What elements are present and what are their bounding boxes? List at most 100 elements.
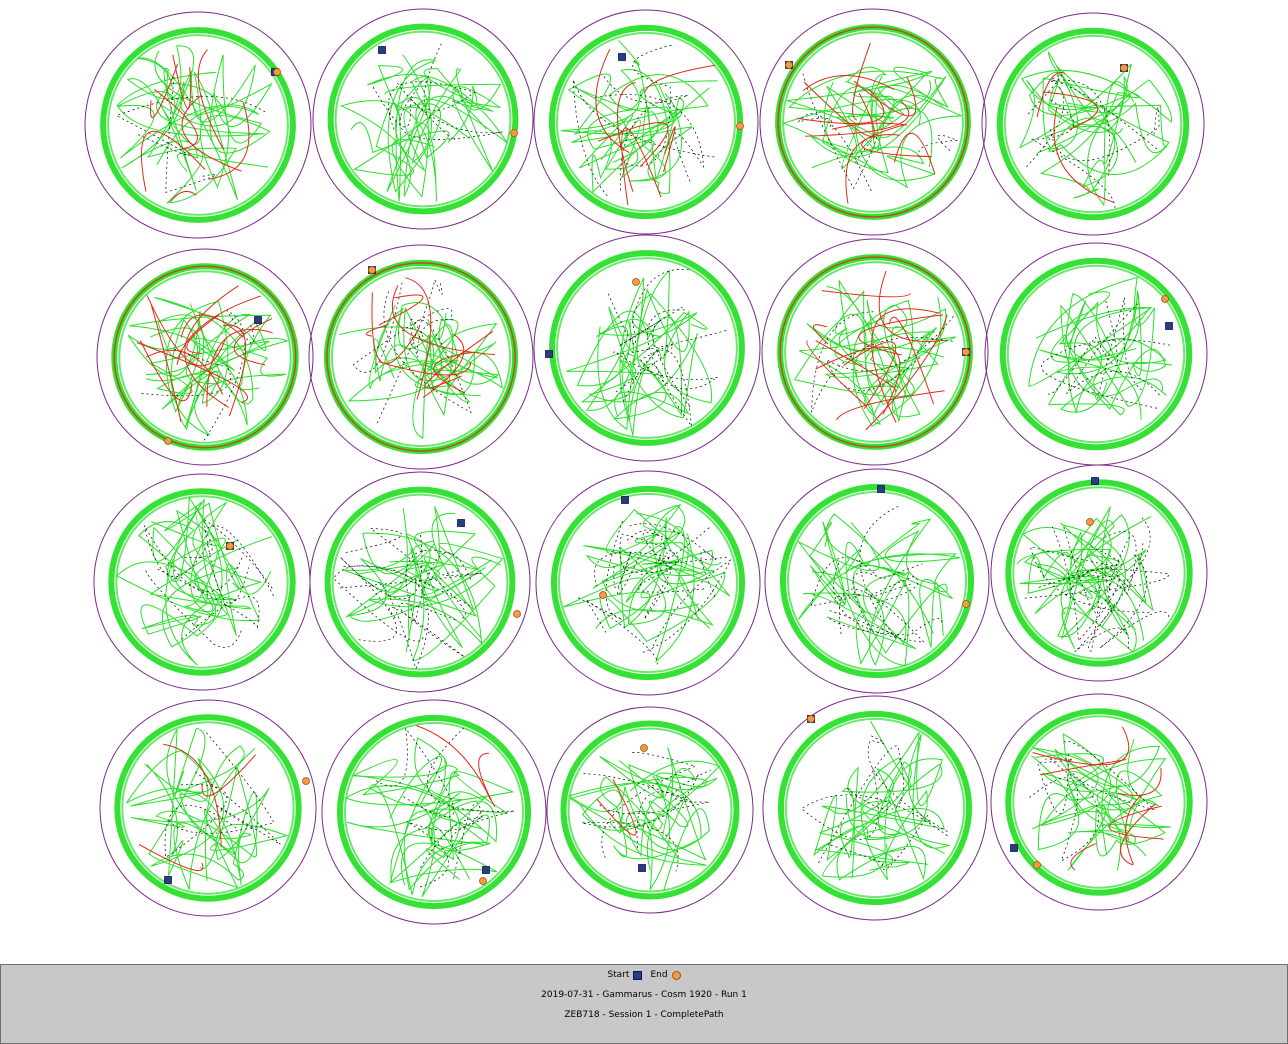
arena-A3: [533, 9, 759, 235]
wall-track-inner: [343, 721, 525, 903]
fast-path: [181, 94, 242, 172]
stop-path: [585, 599, 658, 667]
end-marker: [1120, 64, 1128, 72]
wall-track-inner: [557, 492, 739, 674]
track-path: [137, 57, 273, 201]
wall-track: [996, 27, 1190, 221]
fast-path: [598, 122, 669, 168]
fast-path: [644, 64, 716, 93]
fast-path: [861, 124, 932, 158]
arena-outline: [984, 242, 1208, 466]
arena-C1: [93, 473, 311, 691]
fast-path: [197, 49, 225, 150]
arena-D2: [321, 699, 547, 925]
arena-A1: [84, 11, 312, 239]
start-marker: [877, 485, 885, 493]
fast-path: [1108, 805, 1164, 840]
stop-path: [340, 565, 429, 670]
track-path: [1018, 51, 1170, 165]
fast-path: [845, 134, 900, 204]
stop-path: [810, 557, 877, 607]
fast-path: [378, 294, 424, 326]
stop-path: [1047, 741, 1156, 811]
track-path: [157, 313, 289, 431]
stop-path: [333, 565, 470, 642]
arena-D3: [546, 706, 754, 914]
track-path: [339, 304, 459, 439]
start-marker: [254, 316, 262, 324]
arena-outline: [546, 706, 754, 914]
fast-path: [865, 314, 948, 431]
track-path: [362, 530, 504, 645]
track-path: [374, 306, 498, 403]
stop-path: [572, 79, 717, 197]
arena-outline: [84, 11, 312, 239]
track-path: [1028, 276, 1164, 407]
track-path: [339, 76, 487, 202]
arena-grid: [84, 8, 1208, 925]
start-marker: [482, 866, 490, 874]
stop-path: [339, 569, 482, 589]
stop-path: [613, 330, 727, 380]
end-marker: [1033, 861, 1041, 869]
fast-path: [815, 340, 897, 392]
arena-A2: [312, 8, 534, 230]
fast-path: [888, 316, 934, 405]
end-marker: [785, 61, 793, 69]
stop-path: [642, 559, 732, 653]
track-path: [562, 526, 726, 663]
stop-path: [797, 113, 872, 192]
end-marker: [273, 68, 281, 76]
track-path: [586, 269, 671, 431]
fast-path: [366, 324, 389, 337]
fast-path: [812, 324, 829, 345]
arena-outline: [99, 699, 317, 917]
track-path: [350, 65, 508, 198]
stop-path: [342, 527, 466, 619]
wall-track-inner: [782, 31, 964, 213]
stop-path: [409, 319, 453, 358]
stop-path: [918, 134, 958, 158]
track-path: [813, 761, 928, 868]
arena-outline: [533, 234, 761, 462]
track-path: [1034, 732, 1167, 832]
fast-path: [176, 295, 261, 365]
stop-path: [1041, 339, 1171, 409]
stop-path: [801, 70, 878, 190]
arena-D5: [990, 693, 1208, 911]
fast-path: [836, 390, 945, 421]
wall-track-inner: [567, 727, 733, 893]
wall-track-inner: [331, 493, 509, 671]
wall-track: [777, 710, 973, 906]
wall-track: [560, 720, 740, 900]
stop-path: [419, 802, 483, 879]
start-marker: [378, 46, 386, 54]
arena-B1: [96, 248, 314, 466]
stop-path: [594, 551, 727, 587]
arena-outline: [535, 470, 761, 696]
wall-track: [114, 714, 302, 902]
stop-path: [1104, 531, 1137, 613]
arena-outline: [309, 471, 531, 693]
fast-path: [1125, 793, 1143, 865]
end-marker: [807, 715, 815, 723]
stop-path: [800, 766, 948, 840]
end-marker: [640, 744, 648, 752]
end-marker: [962, 348, 970, 356]
fast-path: [1117, 767, 1162, 796]
stop-path: [621, 309, 692, 428]
stop-path: [603, 75, 689, 191]
track-path: [802, 566, 953, 665]
arena-tracks-canvas: [84, 8, 1208, 925]
fast-wall-track: [326, 262, 516, 452]
track-path: [786, 66, 933, 170]
stop-path: [184, 525, 275, 598]
track-path: [409, 313, 503, 389]
track-path: [839, 733, 951, 879]
track-path: [809, 518, 932, 666]
fast-path: [153, 89, 198, 150]
fast-path: [146, 294, 226, 367]
legend: Start End: [1, 969, 1287, 982]
fast-path: [832, 122, 908, 130]
stop-path: [825, 314, 955, 392]
